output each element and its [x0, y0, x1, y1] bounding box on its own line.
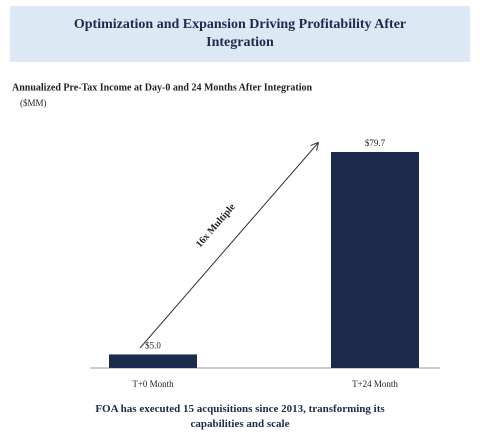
subtitle: Annualized Pre-Tax Income at Day-0 and 2…	[12, 82, 313, 93]
value-label: $79.7	[365, 138, 386, 148]
value-label: $5.0	[145, 341, 161, 351]
bar	[109, 354, 197, 368]
arrow	[139, 143, 318, 349]
header: Optimization and Expansion Driving Profi…	[10, 6, 470, 62]
x-tick-label: T+24 Month	[352, 379, 398, 389]
x-tick-label: T+0 Month	[132, 379, 174, 389]
chart-title: Optimization and Expansion Driving Profi…	[73, 17, 407, 50]
unit-label: ($MM)	[20, 98, 47, 108]
bar	[331, 152, 419, 368]
footnote: FOA has executed 15 acquisitions since 2…	[95, 403, 385, 430]
chart: Annualized Pre-Tax Income at Day-0 and 2…	[12, 82, 440, 389]
